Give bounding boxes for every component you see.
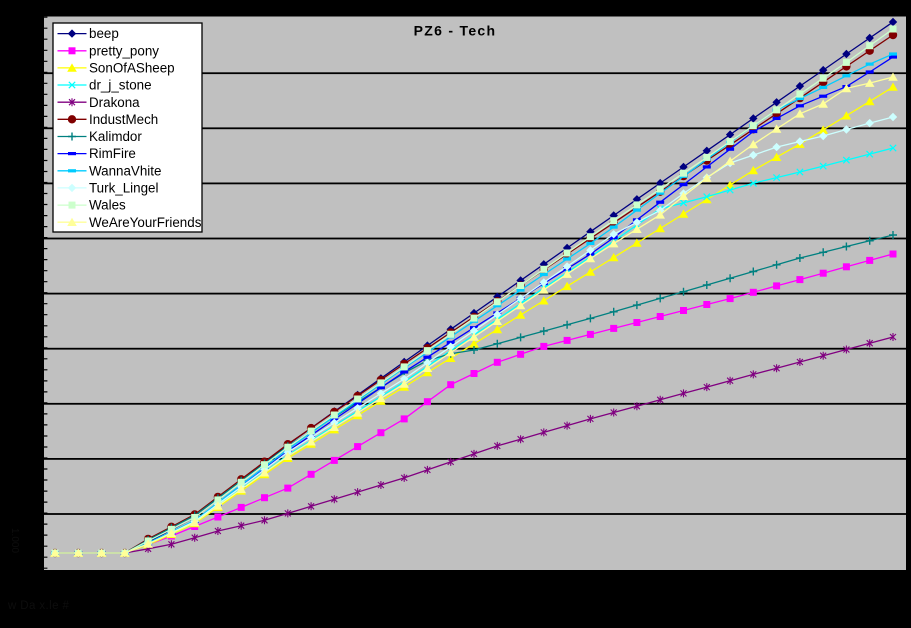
svg-text:PZ6 - Tech: PZ6 - Tech [414,23,497,39]
svg-text:beep: beep [89,26,119,41]
svg-text:WeAreYourFriends: WeAreYourFriends [89,215,202,230]
svg-text:dr_j_stone: dr_j_stone [89,78,152,93]
svg-text:Kalimdor: Kalimdor [89,129,142,144]
svg-text:RimFire: RimFire [89,146,136,161]
svg-text:w Da x.le #: w Da x.le # [7,600,69,612]
svg-text:IndustMech: IndustMech [89,112,158,127]
svg-text:WannaVhite: WannaVhite [89,163,161,178]
svg-text:SonOfASheep: SonOfASheep [89,61,175,76]
svg-text:Wales: Wales [89,198,126,213]
svg-text:1.000: 1.000 [9,528,20,553]
svg-text:pretty_pony: pretty_pony [89,43,159,58]
svg-text:Drakona: Drakona [89,95,140,110]
svg-text:Turk_Lingel: Turk_Lingel [89,181,158,196]
